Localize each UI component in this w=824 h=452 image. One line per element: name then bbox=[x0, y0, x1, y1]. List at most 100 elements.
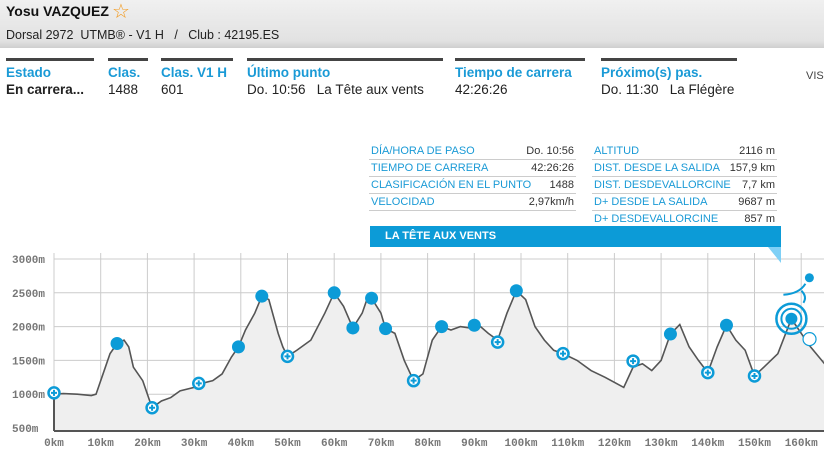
plus-icon bbox=[195, 380, 202, 387]
detail-value: 1488 bbox=[549, 179, 574, 191]
summary-value: 42:26:26 bbox=[455, 82, 508, 97]
current-position-ring bbox=[780, 307, 803, 330]
current-position-ring bbox=[775, 302, 808, 336]
detail-value: 9687 m bbox=[738, 196, 775, 208]
detail-value: 2,97km/h bbox=[528, 196, 574, 208]
plus-icon bbox=[494, 339, 501, 346]
summary-tiempo-de-carrera: Tiempo de carrera 42:26:26 bbox=[455, 58, 585, 97]
bib: Dorsal 2972 bbox=[6, 28, 74, 42]
x-tick-label: 40km bbox=[228, 438, 255, 450]
detail-key: DÍA/HORA DE PASO bbox=[371, 145, 475, 157]
summit-marker bbox=[255, 289, 269, 303]
separator: / bbox=[174, 28, 178, 42]
detail-row: D+ DESDE LA SALIDA 9687 m bbox=[592, 194, 777, 211]
summary-label: Próximo(s) pas. bbox=[601, 65, 703, 80]
summit-marker bbox=[509, 284, 523, 298]
x-tick-label: 20km bbox=[134, 438, 161, 450]
summary-pr-ximo-s-pas-: Próximo(s) pas. Do. 11:30 La Flégère bbox=[601, 58, 737, 97]
x-tick-label: 160km bbox=[785, 438, 818, 450]
x-tick-label: 60km bbox=[321, 438, 348, 450]
x-tick-label: 0km bbox=[44, 438, 64, 450]
y-tick-label: 500m bbox=[12, 424, 39, 436]
summit-marker bbox=[327, 286, 341, 300]
summit-marker bbox=[467, 318, 481, 332]
summary--ltimo-punto: Último punto Do. 10:56 La Tête aux vents bbox=[247, 58, 443, 97]
star-icon[interactable]: ☆ bbox=[112, 0, 130, 23]
summit-marker bbox=[379, 322, 393, 336]
next-point-marker bbox=[802, 332, 817, 347]
detail-key: D+ DESDEVALLORCINE bbox=[594, 213, 719, 225]
y-tick-label: 2000m bbox=[12, 323, 45, 335]
summit-marker bbox=[231, 340, 245, 354]
x-tick-label: 10km bbox=[87, 438, 114, 450]
summit-marker bbox=[719, 318, 733, 332]
y-tick-label: 2500m bbox=[12, 289, 45, 301]
elevation-chart: 3000m 2500m 2000m 1500m 1000m 500m 0km 10km 20km… bbox=[12, 247, 824, 450]
plus-icon bbox=[410, 377, 417, 384]
summary-value: En carrera... bbox=[6, 82, 85, 97]
summit-marker bbox=[365, 291, 379, 305]
banner-pointer bbox=[768, 247, 781, 263]
runner-info: Dorsal 2972 UTMB® - V1 H / Club : 42195.… bbox=[6, 28, 279, 42]
plus-icon bbox=[149, 404, 156, 411]
detail-value: 42:26:26 bbox=[531, 162, 574, 174]
current-position-marker bbox=[785, 312, 798, 325]
x-tick-label: 120km bbox=[598, 438, 631, 450]
runner-icon bbox=[783, 283, 807, 304]
detail-key: DIST. DESDEVALLORCINE bbox=[594, 179, 731, 191]
y-tick-label: 3000m bbox=[12, 255, 45, 267]
elevation-line bbox=[53, 289, 824, 410]
x-tick-label: 70km bbox=[368, 438, 395, 450]
detail-row: DÍA/HORA DE PASO Do. 10:56 bbox=[369, 143, 576, 160]
y-tick-label: 1000m bbox=[12, 390, 45, 402]
x-tick-label: 150km bbox=[738, 438, 771, 450]
detail-row: VELOCIDAD 2,97km/h bbox=[369, 194, 576, 211]
runner-icon bbox=[804, 273, 814, 283]
summit-marker bbox=[435, 320, 449, 334]
x-tick-label: 80km bbox=[414, 438, 441, 450]
summary-estado: Estado En carrera... bbox=[6, 58, 94, 97]
plus-icon bbox=[284, 353, 291, 360]
summary-value: Do. 10:56 La Tête aux vents bbox=[247, 82, 424, 97]
detail-key: CLASIFICACIÓN EN EL PUNTO bbox=[371, 179, 532, 191]
detail-row: TIEMPO DE CARRERA 42:26:26 bbox=[369, 160, 576, 177]
detail-value: 2116 m bbox=[739, 145, 775, 157]
plus-icon bbox=[751, 372, 758, 379]
summary-label: Clas. bbox=[108, 65, 141, 80]
plus-icon bbox=[560, 350, 567, 357]
detail-key: DIST. DESDE LA SALIDA bbox=[594, 162, 720, 174]
summary-label: Último punto bbox=[247, 65, 331, 80]
runner-header: Yosu VAZQUEZ ☆ Dorsal 2972 UTMB® - V1 H … bbox=[0, 0, 824, 48]
detail-row: CLASIFICACIÓN EN EL PUNTO 1488 bbox=[369, 177, 576, 194]
detail-key: VELOCIDAD bbox=[371, 196, 435, 208]
x-tick-label: 30km bbox=[181, 438, 208, 450]
summary-clas-v1-h: Clas. V1 H 601 bbox=[161, 58, 233, 97]
summit-marker bbox=[346, 321, 360, 335]
detail-row: DIST. DESDEVALLORCINE 7,7 km bbox=[592, 177, 777, 194]
point-details-left: DÍA/HORA DE PASO Do. 10:56 TIEMPO DE CARRE… bbox=[369, 143, 576, 211]
x-tick-label: 110km bbox=[551, 438, 584, 450]
detail-row: DIST. DESDE LA SALIDA 157,9 km bbox=[592, 160, 777, 177]
runner-name: Yosu VAZQUEZ bbox=[6, 3, 109, 19]
x-tick-label: 100km bbox=[504, 438, 537, 450]
summary-label: Tiempo de carrera bbox=[455, 65, 572, 80]
detail-value: 157,9 km bbox=[729, 162, 775, 174]
y-tick-label: 1500m bbox=[12, 356, 45, 368]
plus-icon bbox=[704, 369, 711, 376]
point-title-banner: LA TÊTE AUX VENTS bbox=[370, 226, 781, 247]
x-tick-label: 140km bbox=[691, 438, 724, 450]
summit-marker bbox=[110, 337, 124, 350]
plus-icon bbox=[51, 389, 57, 396]
summary-value: 601 bbox=[161, 82, 184, 97]
detail-value: 857 m bbox=[744, 213, 775, 225]
plus-icon bbox=[630, 358, 637, 365]
detail-key: ALTITUD bbox=[594, 145, 640, 157]
detail-value: 7,7 km bbox=[741, 179, 775, 191]
elevation-area bbox=[54, 290, 824, 431]
summit-marker bbox=[663, 327, 677, 341]
race: UTMB® - V1 H bbox=[80, 28, 164, 42]
view-link[interactable]: VIS bbox=[806, 70, 824, 82]
detail-value: Do. 10:56 bbox=[526, 145, 574, 157]
summary-label: Estado bbox=[6, 65, 52, 80]
detail-key: TIEMPO DE CARRERA bbox=[371, 162, 489, 174]
